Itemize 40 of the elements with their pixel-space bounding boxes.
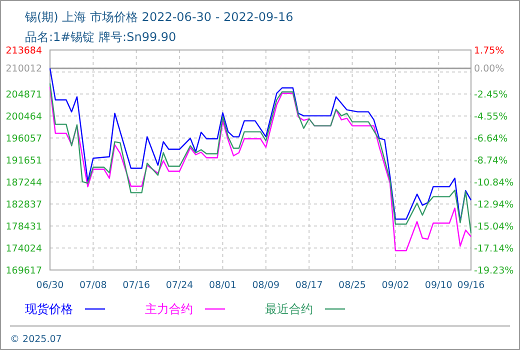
legend-label: 主力合约	[145, 302, 193, 316]
y-tick-label: 200464	[6, 111, 42, 122]
x-tick-label: 07/24	[166, 280, 194, 291]
x-tick-label: 08/17	[295, 280, 323, 291]
y2-tick-label: -2.45%	[474, 89, 508, 100]
text: © 2025.07	[10, 334, 62, 345]
y2-tick-label: -10.84%	[474, 177, 514, 188]
chart-subtitle: 品名:1#锡锭 牌号:Sn99.90	[25, 30, 176, 44]
y-tick-label: 169617	[6, 265, 42, 276]
x-tick-label: 09/10	[424, 280, 452, 291]
y-tick-label: 196057	[6, 133, 42, 144]
legend-label: 现货价格	[25, 302, 73, 316]
legend-label: 最近合约	[265, 302, 313, 316]
x-tick-label: 09/02	[382, 280, 410, 291]
y-tick-label: 204871	[6, 89, 42, 100]
y-tick-label: 182837	[6, 199, 42, 210]
x-tick-label: 08/01	[209, 280, 236, 291]
y2-tick-label: -19.23%	[474, 265, 514, 276]
y2-tick-label: -17.14%	[474, 243, 514, 254]
x-tick-label: 09/16	[457, 280, 485, 291]
line-series	[49, 68, 472, 222]
y-tick-label: 178431	[6, 221, 42, 232]
y2-tick-label: 1.75%	[474, 45, 504, 56]
y2-tick-label: -4.55%	[474, 111, 508, 122]
y2-tick-label: 0.00%	[474, 64, 504, 75]
x-tick-label: 08/25	[338, 280, 366, 291]
x-tick-label: 08/09	[252, 280, 280, 291]
y2-tick-label: -12.94%	[474, 199, 514, 210]
x-tick-label: 07/08	[79, 280, 107, 291]
y-tick-label: 187244	[6, 177, 42, 188]
x-tick-label: 06/30	[36, 280, 64, 291]
y2-tick-label: -8.74%	[474, 155, 508, 166]
y-tick-label: 174024	[6, 243, 42, 254]
y-tick-label: 210012	[6, 64, 42, 75]
y-tick-label: 213684	[6, 45, 42, 56]
y2-tick-label: -6.64%	[474, 133, 508, 144]
chart-title: 锡(期) 上海 市场价格 2022-06-30 - 2022-09-16	[24, 10, 294, 24]
y2-tick-label: -15.04%	[474, 221, 514, 232]
y-tick-label: 191651	[6, 155, 42, 166]
x-tick-label: 07/16	[122, 280, 150, 291]
